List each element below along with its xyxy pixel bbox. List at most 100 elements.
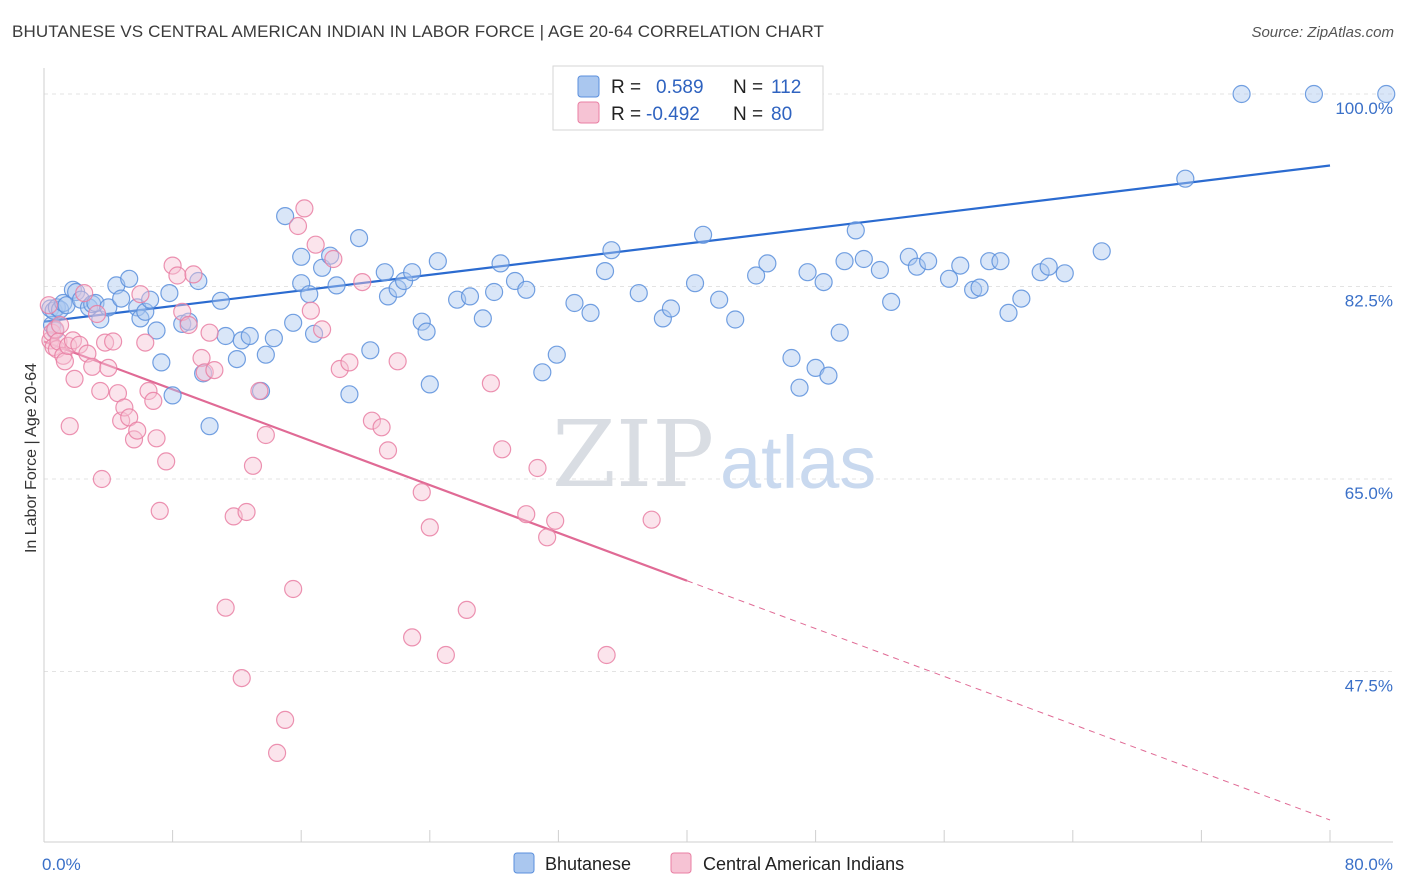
data-point bbox=[991, 252, 1010, 271]
data-point bbox=[205, 361, 224, 380]
data-point bbox=[533, 363, 552, 382]
data-point bbox=[830, 323, 849, 342]
data-point bbox=[211, 291, 230, 310]
data-point bbox=[301, 301, 320, 320]
x-tick-labels: 0.0% 80.0% bbox=[42, 855, 1393, 874]
data-point bbox=[388, 352, 407, 371]
data-point bbox=[758, 254, 777, 273]
data-point bbox=[163, 386, 182, 405]
data-point bbox=[457, 600, 476, 620]
data-point bbox=[481, 374, 500, 393]
data-point bbox=[349, 229, 369, 248]
data-point bbox=[157, 452, 176, 471]
data-point bbox=[629, 284, 648, 303]
data-point bbox=[1055, 264, 1074, 283]
data-point bbox=[1012, 289, 1031, 308]
data-point bbox=[939, 269, 959, 288]
data-point bbox=[1039, 257, 1058, 276]
data-point bbox=[120, 408, 139, 427]
stats-r-value-2: -0.492 bbox=[646, 104, 700, 125]
watermark-atlas: atlas bbox=[720, 421, 876, 504]
data-point bbox=[547, 345, 566, 364]
data-point bbox=[854, 249, 873, 269]
data-point bbox=[152, 353, 171, 372]
data-point bbox=[835, 252, 854, 271]
stats-r-label-1: R = bbox=[611, 77, 641, 98]
data-point bbox=[710, 290, 729, 309]
data-point bbox=[417, 322, 436, 341]
watermark-zip: ZIP bbox=[552, 401, 714, 508]
data-point bbox=[292, 247, 311, 266]
data-point bbox=[131, 285, 150, 304]
data-point bbox=[546, 511, 565, 530]
data-point bbox=[907, 257, 926, 276]
data-point bbox=[375, 263, 394, 282]
data-point bbox=[846, 221, 865, 240]
data-point bbox=[144, 391, 163, 410]
data-point bbox=[517, 280, 536, 299]
data-point bbox=[91, 381, 110, 401]
data-point bbox=[1232, 84, 1251, 104]
data-point bbox=[362, 411, 382, 430]
data-point bbox=[782, 348, 801, 368]
y-tick-label-3: 47.5% bbox=[1345, 677, 1393, 696]
data-point bbox=[284, 313, 303, 332]
data-point bbox=[216, 598, 235, 617]
data-point bbox=[128, 421, 147, 440]
data-point bbox=[240, 326, 259, 346]
data-point bbox=[528, 458, 547, 478]
data-point bbox=[436, 645, 455, 665]
stats-r-label-2: R = bbox=[611, 104, 641, 125]
y-tick-labels: 100.0% 82.5% 65.0% 47.5% bbox=[1335, 99, 1393, 696]
stats-n-label-1: N = bbox=[733, 77, 763, 98]
stats-swatch-central-american bbox=[577, 101, 600, 124]
data-point bbox=[353, 273, 372, 292]
data-point bbox=[163, 256, 182, 275]
data-point bbox=[75, 284, 94, 303]
data-point bbox=[276, 710, 295, 730]
data-point bbox=[378, 287, 398, 306]
data-point bbox=[790, 378, 809, 397]
y-tick-label-0: 100.0% bbox=[1335, 99, 1393, 118]
data-point bbox=[288, 216, 308, 236]
legend-label-bhutanese: Bhutanese bbox=[545, 854, 631, 874]
y-tick-label-2: 65.0% bbox=[1345, 484, 1393, 503]
data-point bbox=[378, 441, 398, 460]
data-point bbox=[136, 333, 155, 352]
data-point bbox=[200, 323, 219, 342]
data-point bbox=[104, 332, 123, 351]
legend-label-central-american: Central American Indians bbox=[703, 854, 904, 874]
data-point bbox=[250, 381, 269, 401]
stats-n-value-1: 112 bbox=[771, 77, 801, 98]
data-point bbox=[192, 348, 211, 368]
trend-lines bbox=[43, 164, 1331, 821]
source-label: Source: ZipAtlas.com bbox=[1251, 24, 1394, 41]
data-point bbox=[300, 285, 319, 304]
data-point bbox=[160, 284, 179, 303]
data-point bbox=[485, 282, 504, 302]
stats-swatch-bhutanese bbox=[577, 75, 600, 98]
data-point bbox=[403, 628, 422, 647]
data-point bbox=[814, 273, 833, 292]
data-point bbox=[538, 528, 557, 547]
data-point bbox=[565, 293, 584, 313]
trend-line-1-extension bbox=[686, 580, 1331, 821]
trend-line-1 bbox=[43, 340, 688, 582]
data-point bbox=[581, 303, 600, 322]
data-point bbox=[147, 429, 166, 448]
data-point bbox=[1176, 169, 1195, 188]
data-point bbox=[92, 469, 111, 489]
data-point bbox=[420, 375, 439, 394]
data-point bbox=[491, 254, 510, 273]
series-1-points bbox=[39, 199, 661, 763]
data-point bbox=[216, 326, 235, 346]
data-point bbox=[420, 518, 439, 537]
legend-swatch-central-american bbox=[670, 852, 692, 874]
legend-swatch-bhutanese bbox=[513, 852, 535, 874]
stats-n-label-2: N = bbox=[733, 104, 763, 125]
data-point bbox=[256, 345, 275, 364]
data-point bbox=[597, 645, 616, 665]
data-point bbox=[602, 241, 621, 260]
data-point bbox=[179, 315, 198, 335]
data-point bbox=[428, 252, 447, 271]
